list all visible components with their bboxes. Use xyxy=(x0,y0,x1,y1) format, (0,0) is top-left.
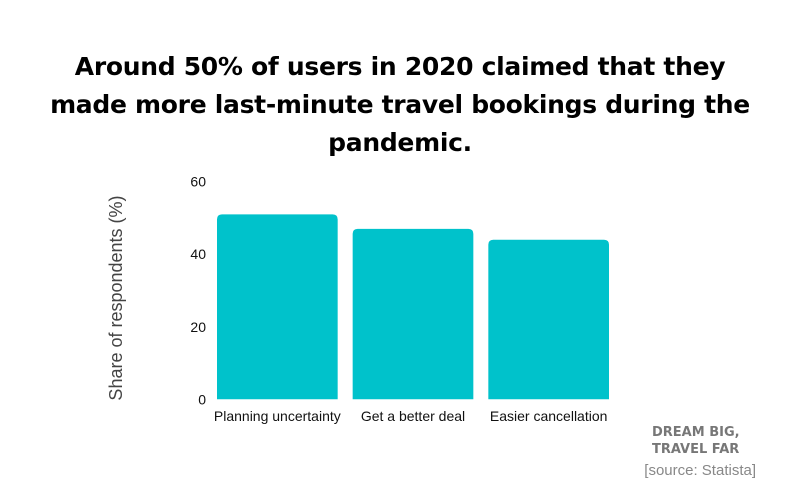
y-tick-label: 60 xyxy=(190,174,206,190)
bar xyxy=(217,214,338,400)
x-category-label: Get a better deal xyxy=(361,408,465,424)
brand-line-1: DREAM BIG, xyxy=(652,425,740,440)
bar xyxy=(488,239,609,400)
y-tick-label: 40 xyxy=(190,246,206,262)
y-axis-label: Share of respondents (%) xyxy=(106,195,126,400)
y-tick-label: 20 xyxy=(190,319,206,335)
chart-title: Around 50% of users in 2020 claimed that… xyxy=(50,52,750,157)
bar xyxy=(352,228,474,400)
brand-logo: DREAM BIG, TRAVEL FAR xyxy=(652,424,754,458)
source-note: [source: Statista] xyxy=(644,462,756,479)
x-category-label: Planning uncertainty xyxy=(214,408,341,424)
y-tick-label: 0 xyxy=(198,391,206,407)
x-category-label: Easier cancellation xyxy=(490,408,608,424)
brand-line-2: TRAVEL FAR xyxy=(652,442,740,457)
